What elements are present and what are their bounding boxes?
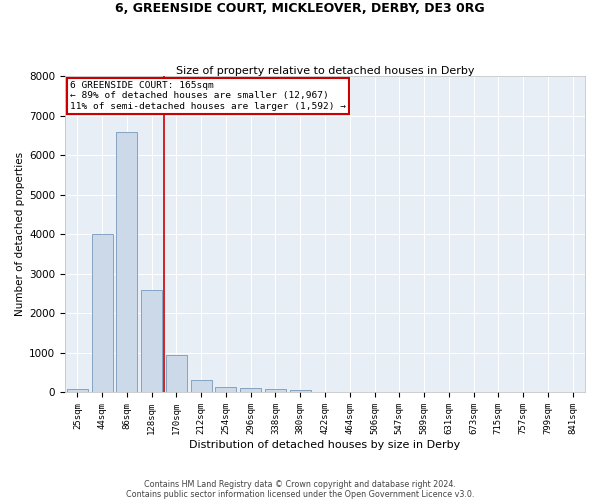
Text: 6 GREENSIDE COURT: 165sqm
← 89% of detached houses are smaller (12,967)
11% of s: 6 GREENSIDE COURT: 165sqm ← 89% of detac… (70, 81, 346, 111)
Bar (290, 390, 311, 392)
Y-axis label: Number of detached properties: Number of detached properties (15, 152, 25, 316)
Bar (215, 388, 236, 392)
Bar (116, 132, 137, 392)
Bar (92, 234, 113, 392)
Text: Contains HM Land Registry data © Crown copyright and database right 2024.
Contai: Contains HM Land Registry data © Crown c… (126, 480, 474, 499)
Bar (240, 388, 261, 392)
X-axis label: Distribution of detached houses by size in Derby: Distribution of detached houses by size … (190, 440, 461, 450)
Title: Size of property relative to detached houses in Derby: Size of property relative to detached ho… (176, 66, 474, 76)
Bar (191, 380, 212, 392)
Bar (166, 355, 187, 393)
Text: 6, GREENSIDE COURT, MICKLEOVER, DERBY, DE3 0RG: 6, GREENSIDE COURT, MICKLEOVER, DERBY, D… (115, 2, 485, 16)
Bar (265, 390, 286, 392)
Bar (67, 390, 88, 392)
Bar (141, 290, 162, 393)
